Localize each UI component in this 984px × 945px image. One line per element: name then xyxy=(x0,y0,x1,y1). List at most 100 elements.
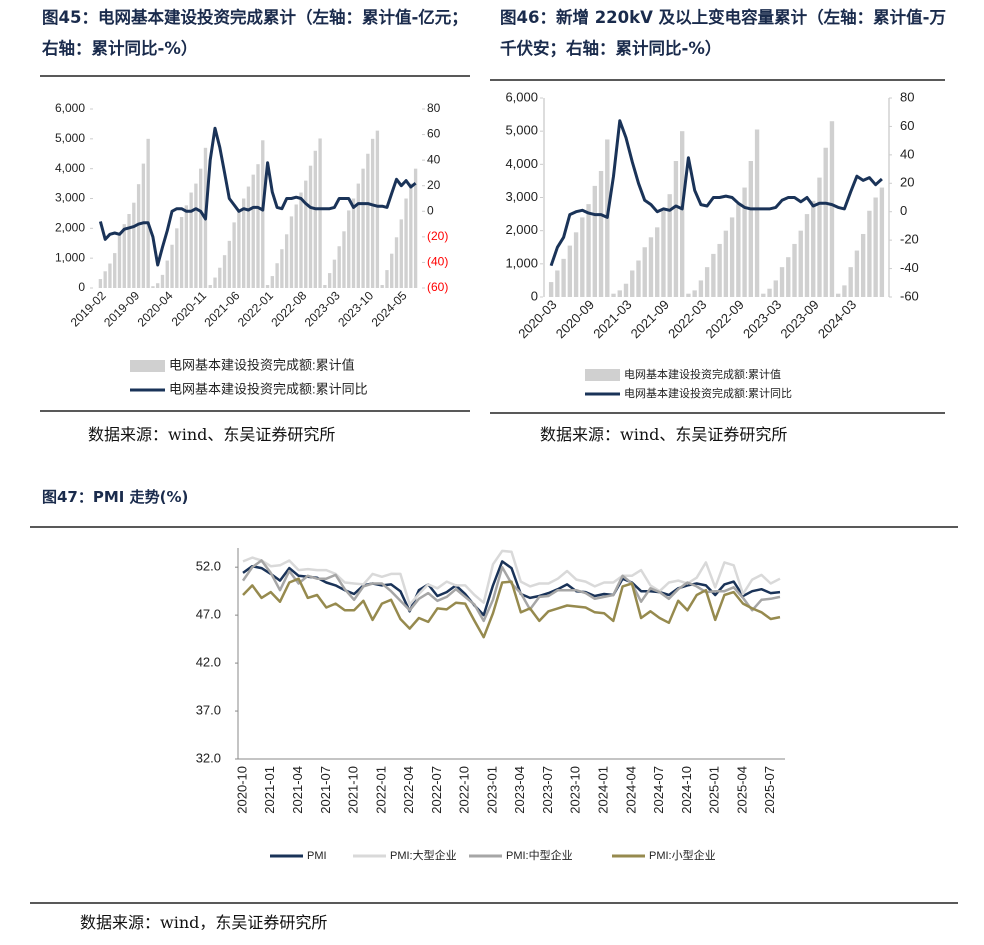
bar xyxy=(347,210,351,288)
x-tick-label: 2024-05 xyxy=(369,288,410,329)
bar xyxy=(218,267,222,288)
y-tick-label: 32.0 xyxy=(196,750,221,765)
line xyxy=(98,126,417,267)
bar xyxy=(194,183,198,288)
x-tick-label: 2023-03 xyxy=(302,288,343,329)
legend-label: PMI:大型企业 xyxy=(390,848,457,862)
x-tick-label: 2024-07 xyxy=(651,766,666,814)
bar xyxy=(146,138,150,288)
y-tick-label: 5,000 xyxy=(55,131,85,145)
x-tick-label: 2023-07 xyxy=(540,766,555,814)
y-tick-label: 6,000 xyxy=(505,89,538,104)
x-tick-label: 2021-09 xyxy=(628,297,672,341)
bar xyxy=(817,177,822,297)
chart-title: 图45：电网基本建设投资完成累计（左轴：累计值-亿元；右轴：累计同比-%） xyxy=(42,8,468,58)
bar xyxy=(242,198,246,288)
bar xyxy=(811,200,816,297)
bar xyxy=(156,283,160,288)
y2-tick-label: 80 xyxy=(900,89,914,104)
y2-tick-label: 40 xyxy=(900,146,914,161)
y-tick-label: 37.0 xyxy=(196,702,221,717)
bar xyxy=(867,210,872,297)
bar xyxy=(299,192,303,288)
bar xyxy=(573,232,579,297)
bar xyxy=(390,253,394,288)
bar xyxy=(351,198,356,288)
legend-label: 电网基本建设投资完成额:累计同比 xyxy=(624,386,792,400)
bar xyxy=(567,245,573,297)
x-tick-label: 2021-01 xyxy=(262,766,277,814)
y-tick-label: 4,000 xyxy=(55,161,85,175)
x-tick-label: 2024-03 xyxy=(815,297,859,341)
bar xyxy=(873,197,878,297)
bar xyxy=(356,183,360,288)
bar xyxy=(289,216,294,288)
y2-tick-label: 80 xyxy=(427,101,441,115)
y2-tick-label: 60 xyxy=(427,127,441,141)
bar xyxy=(385,270,389,288)
chart-title: 图47：PMI 走势(%) xyxy=(42,488,189,506)
bar xyxy=(761,293,766,297)
bar xyxy=(232,222,236,288)
x-tick-label: 2022-01 xyxy=(373,766,388,814)
bar xyxy=(829,121,835,297)
bar xyxy=(673,161,679,297)
bar xyxy=(151,286,155,288)
y2-tick-label: 20 xyxy=(900,175,914,190)
bar xyxy=(767,288,772,297)
bar xyxy=(256,164,260,288)
bar xyxy=(165,260,169,288)
x-tick-label: 2024-10 xyxy=(679,766,694,814)
x-tick-label: 2023-03 xyxy=(740,297,784,341)
x-tick-label: 2021-07 xyxy=(318,766,333,814)
bar xyxy=(636,260,641,297)
bar xyxy=(337,246,341,288)
x-tick-label: 2024-04 xyxy=(623,766,638,814)
line xyxy=(242,549,781,606)
bar xyxy=(648,237,654,297)
y2-tick-label: (60) xyxy=(427,280,448,294)
bar xyxy=(127,214,131,288)
bar xyxy=(179,216,184,288)
legend-swatch xyxy=(585,369,620,381)
y-tick-label: 6,000 xyxy=(55,101,85,115)
chart-title: 图46：新增 220kV 及以上变电容量累计（左轴：累计值-万千伏安；右轴：累计… xyxy=(500,8,946,58)
legend-label: PMI xyxy=(307,850,327,862)
legend-swatch xyxy=(130,360,165,372)
bar xyxy=(742,187,747,297)
bar xyxy=(561,258,566,297)
source: 数据来源：wind、东吴证券研究所 xyxy=(540,425,788,444)
bar xyxy=(308,165,313,288)
bar xyxy=(686,293,691,297)
bar xyxy=(723,230,729,297)
bar xyxy=(108,263,112,288)
bar xyxy=(294,204,298,288)
x-tick-label: 2023-10 xyxy=(335,288,376,329)
bar xyxy=(327,273,332,288)
bar xyxy=(555,270,560,297)
bar xyxy=(786,257,791,297)
y-tick-label: 3,000 xyxy=(55,191,85,205)
y-tick-label: 3,000 xyxy=(505,189,538,204)
y2-tick-label: 0 xyxy=(427,203,434,217)
y2-tick-label: (20) xyxy=(427,229,448,243)
bar xyxy=(375,130,380,288)
x-tick-label: 2019-02 xyxy=(68,288,109,329)
bar xyxy=(692,290,697,297)
bar xyxy=(323,285,327,288)
y-tick-label: 1,000 xyxy=(55,250,85,264)
bar xyxy=(342,231,346,288)
bar xyxy=(394,237,399,288)
x-tick-label: 2022-01 xyxy=(235,288,276,329)
bar xyxy=(711,253,716,297)
source: 数据来源：wind，东吴证券研究所 xyxy=(80,913,328,932)
bar xyxy=(366,153,370,288)
y-tick-label: 4,000 xyxy=(505,156,538,171)
bar xyxy=(548,282,554,297)
bar xyxy=(222,255,227,288)
bar xyxy=(879,187,885,297)
legend-label: PMI:小型企业 xyxy=(649,848,716,862)
bar xyxy=(184,205,189,288)
y2-tick-label: 60 xyxy=(900,118,914,133)
bar xyxy=(227,240,232,288)
